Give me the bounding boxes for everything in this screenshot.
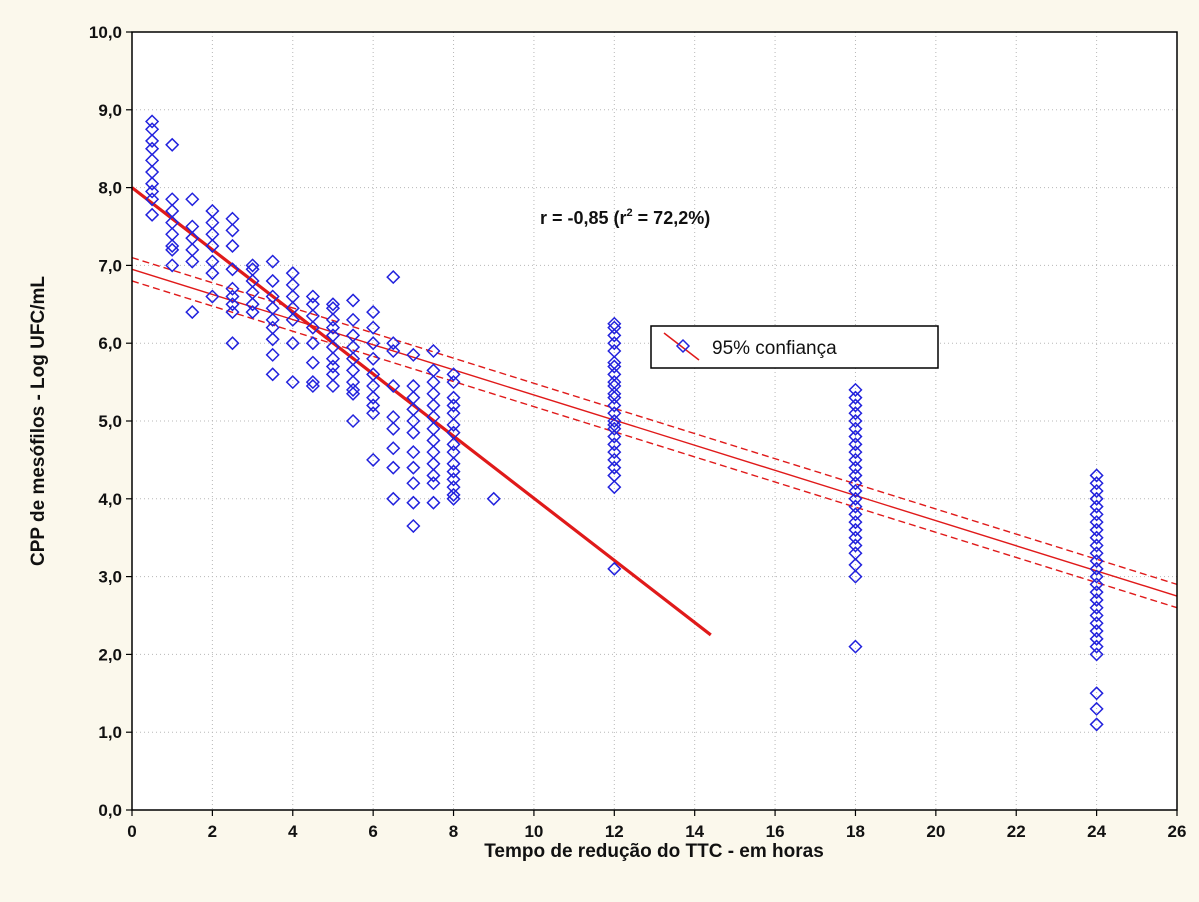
y-tick-label: 3,0: [98, 568, 122, 587]
y-tick-label: 2,0: [98, 645, 122, 664]
x-tick-label: 20: [926, 822, 945, 841]
x-tick-label: 0: [127, 822, 136, 841]
x-tick-label: 12: [605, 822, 624, 841]
x-tick-label: 8: [449, 822, 458, 841]
x-tick-label: 2: [208, 822, 217, 841]
x-tick-label: 4: [288, 822, 298, 841]
x-axis-label: Tempo de redução do TTC - em horas: [484, 841, 824, 862]
y-tick-label: 4,0: [98, 490, 122, 509]
y-tick-label: 0,0: [98, 801, 122, 820]
x-tick-label: 18: [846, 822, 865, 841]
x-tick-label: 24: [1087, 822, 1106, 841]
x-tick-label: 22: [1007, 822, 1026, 841]
x-tick-label: 10: [524, 822, 543, 841]
y-axis-label: CPP de mesófilos - Log UFC/mL: [28, 276, 49, 566]
legend: 95% confiança: [651, 326, 938, 368]
y-tick-label: 5,0: [98, 412, 122, 431]
y-tick-label: 1,0: [98, 723, 122, 742]
legend-label: 95% confiança: [712, 338, 837, 359]
y-tick-label: 10,0: [89, 23, 122, 42]
y-tick-label: 7,0: [98, 256, 122, 275]
x-tick-label: 6: [368, 822, 377, 841]
x-tick-label: 16: [766, 822, 785, 841]
x-tick-label: 26: [1168, 822, 1187, 841]
y-tick-label: 9,0: [98, 101, 122, 120]
x-tick-label: 14: [685, 822, 704, 841]
y-tick-label: 6,0: [98, 334, 122, 353]
y-tick-label: 8,0: [98, 179, 122, 198]
correlation-annotation: r = -0,85 (r2 = 72,2%): [540, 207, 710, 228]
